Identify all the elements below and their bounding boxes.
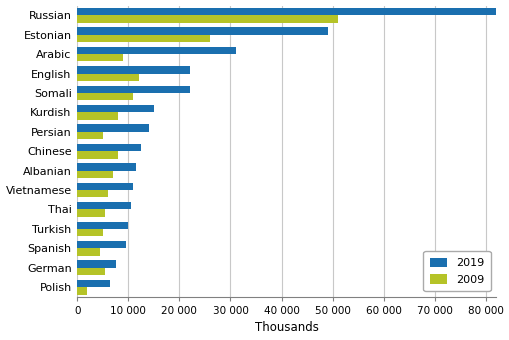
Bar xyxy=(77,171,113,178)
Bar xyxy=(77,260,116,268)
Bar xyxy=(77,144,141,151)
Bar xyxy=(77,86,189,93)
Bar xyxy=(77,124,149,132)
Bar xyxy=(77,229,103,236)
Bar xyxy=(77,15,337,23)
Bar xyxy=(77,190,108,198)
Bar xyxy=(77,66,189,73)
Legend: 2019, 2009: 2019, 2009 xyxy=(422,251,490,291)
Bar xyxy=(77,163,136,171)
X-axis label: Thousands: Thousands xyxy=(254,321,318,335)
Bar xyxy=(77,27,327,35)
Bar xyxy=(77,248,100,256)
Bar xyxy=(77,105,154,112)
Bar xyxy=(77,268,105,275)
Bar xyxy=(77,222,128,229)
Bar xyxy=(77,151,118,158)
Bar xyxy=(77,209,105,217)
Bar xyxy=(77,287,87,294)
Bar xyxy=(77,35,210,42)
Bar xyxy=(77,202,131,209)
Bar xyxy=(77,8,495,15)
Bar xyxy=(77,73,138,81)
Bar xyxy=(77,183,133,190)
Bar xyxy=(77,54,123,62)
Bar xyxy=(77,280,110,287)
Bar xyxy=(77,47,235,54)
Bar xyxy=(77,112,118,120)
Bar xyxy=(77,132,103,139)
Bar xyxy=(77,241,126,248)
Bar xyxy=(77,93,133,100)
